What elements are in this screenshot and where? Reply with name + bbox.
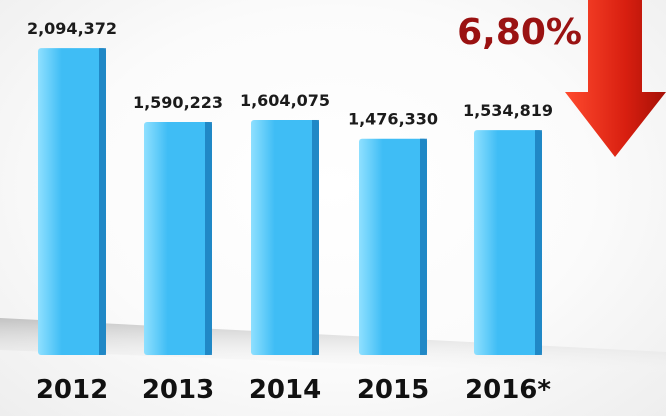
value-label: 2,094,372 [27,19,117,38]
value-label: 1,534,819 [463,101,553,120]
x-tick-label: 2012 [36,375,108,405]
x-tick-label: 2015 [357,375,429,405]
bar-2013 [144,122,212,355]
x-tick-label: 2014 [249,375,321,405]
bar-side-2016 [535,130,542,355]
x-tick-label: 2016* [465,375,551,405]
bar-side-2012 [99,48,106,356]
down-arrow-icon [565,0,666,157]
bar-2012 [38,48,106,356]
bar-2014 [251,119,319,355]
bar-side-2014 [312,119,319,355]
value-label: 1,590,223 [133,93,223,112]
change-percent-label: 6,80% [457,12,582,53]
bar-2015 [359,138,427,355]
bar-side-2013 [205,122,212,355]
value-label: 1,476,330 [348,110,438,129]
value-label: 1,604,075 [240,91,330,110]
bar-side-2015 [420,138,427,355]
x-tick-label: 2013 [142,375,214,405]
bar-2016 [474,130,542,355]
